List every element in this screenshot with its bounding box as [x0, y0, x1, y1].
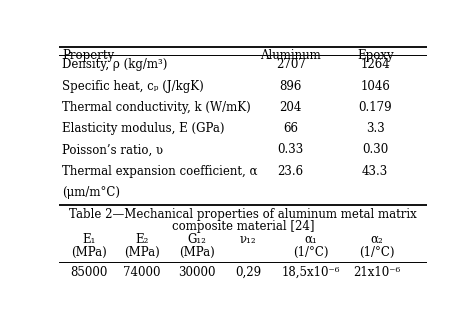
Text: 0.179: 0.179	[358, 101, 392, 114]
Text: Elasticity modulus, E (GPa): Elasticity modulus, E (GPa)	[62, 122, 225, 135]
Text: ν₁₂: ν₁₂	[240, 233, 257, 246]
Text: 0.30: 0.30	[362, 143, 388, 156]
Text: Density, ρ (kg/m³): Density, ρ (kg/m³)	[62, 58, 168, 72]
Text: 43.3: 43.3	[362, 165, 388, 177]
Text: 1046: 1046	[360, 80, 390, 93]
Text: Thermal expansion coefficient, α: Thermal expansion coefficient, α	[62, 165, 258, 177]
Text: 74000: 74000	[123, 266, 161, 279]
Text: (MPa): (MPa)	[71, 246, 107, 259]
Text: Aluminum: Aluminum	[260, 49, 321, 62]
Text: E₁: E₁	[82, 233, 95, 246]
Text: 204: 204	[280, 101, 302, 114]
Text: (MPa): (MPa)	[124, 246, 160, 259]
Text: 85000: 85000	[70, 266, 107, 279]
Text: Specific heat, cₚ (J/kgK): Specific heat, cₚ (J/kgK)	[62, 80, 204, 93]
Text: (μm/m°C): (μm/m°C)	[62, 186, 120, 199]
Text: (1/°C): (1/°C)	[293, 246, 328, 259]
Text: Poisson’s ratio, ʋ: Poisson’s ratio, ʋ	[62, 143, 164, 156]
Text: 18,5x10⁻⁶: 18,5x10⁻⁶	[282, 266, 340, 279]
Text: 23.6: 23.6	[278, 165, 304, 177]
Text: α₂: α₂	[371, 233, 383, 246]
Text: composite material [24]: composite material [24]	[172, 220, 314, 233]
Text: E₂: E₂	[135, 233, 148, 246]
Text: 1264: 1264	[360, 58, 390, 72]
Text: Epoxy: Epoxy	[357, 49, 393, 62]
Text: 0.33: 0.33	[278, 143, 304, 156]
Text: (1/°C): (1/°C)	[359, 246, 395, 259]
Text: 21x10⁻⁶: 21x10⁻⁶	[354, 266, 401, 279]
Text: G₁₂: G₁₂	[188, 233, 207, 246]
Text: α₁: α₁	[304, 233, 317, 246]
Text: Table 2—Mechanical properties of aluminum metal matrix: Table 2—Mechanical properties of aluminu…	[69, 208, 417, 221]
Text: 66: 66	[283, 122, 298, 135]
Text: 2707: 2707	[276, 58, 306, 72]
Text: 30000: 30000	[178, 266, 216, 279]
Text: 0,29: 0,29	[236, 266, 262, 279]
Text: (MPa): (MPa)	[179, 246, 215, 259]
Text: 896: 896	[280, 80, 302, 93]
Text: Thermal conductivity, k (W/mK): Thermal conductivity, k (W/mK)	[62, 101, 251, 114]
Text: 3.3: 3.3	[366, 122, 384, 135]
Text: Property: Property	[62, 49, 114, 62]
